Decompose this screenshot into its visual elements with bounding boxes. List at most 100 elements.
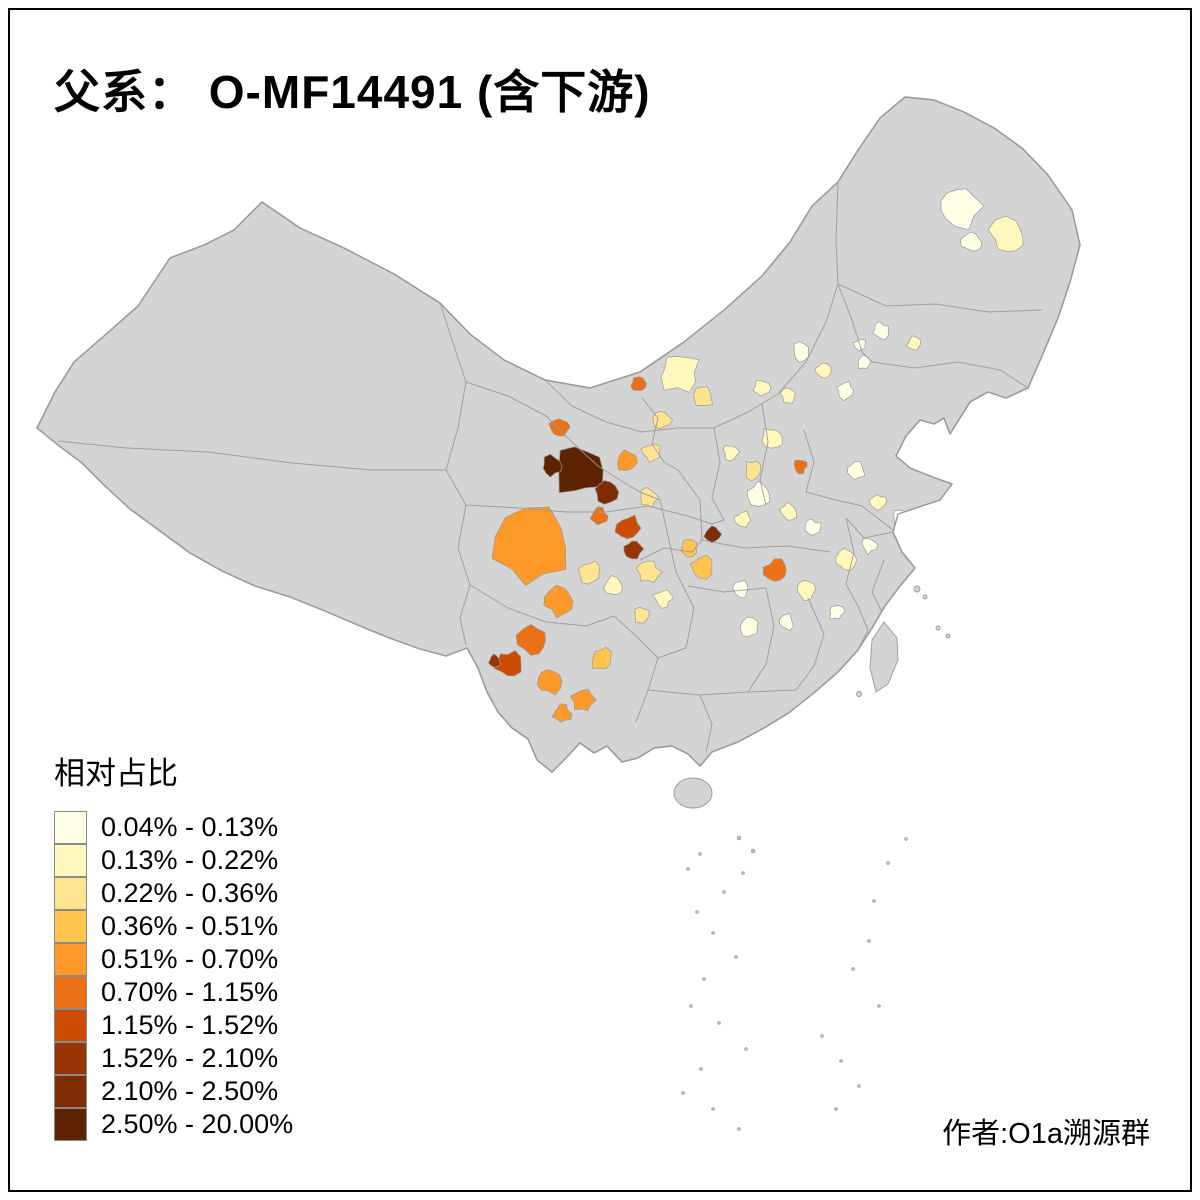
legend-label: 2.50% - 20.00% [101, 1109, 294, 1139]
map-region [589, 506, 609, 526]
map-region [703, 525, 723, 544]
legend-swatch [54, 1041, 87, 1075]
map-region [634, 607, 650, 624]
legend-row: 0.13% - 0.22% [54, 843, 293, 877]
map-region [905, 335, 921, 351]
islands [673, 585, 951, 809]
zhoushan-islet [913, 585, 921, 593]
map-region [861, 538, 879, 556]
penghu-islet [856, 691, 862, 697]
map-region [603, 575, 623, 596]
map-region [940, 188, 985, 231]
choropleth-regions [487, 188, 1024, 723]
legend-label: 0.13% - 0.22% [101, 845, 279, 875]
legend-label: 2.10% - 2.50% [101, 1076, 279, 1106]
map-region [733, 511, 752, 528]
legend-label: 0.70% - 1.15% [101, 977, 279, 1007]
map-region [536, 669, 563, 696]
east-sea-islet [935, 625, 941, 631]
legend-swatch [54, 876, 87, 910]
map-region [635, 560, 663, 584]
map-region [740, 616, 759, 638]
map-region [814, 362, 832, 379]
legend-swatch [54, 909, 87, 943]
map-region [660, 356, 700, 393]
map-region [680, 538, 698, 558]
legend-swatch [54, 843, 87, 877]
map-region [987, 215, 1024, 252]
legend-swatch [54, 1008, 87, 1042]
map-region [487, 653, 502, 668]
map-region [804, 518, 822, 536]
map-region [542, 453, 563, 478]
hainan-island [673, 777, 713, 809]
map-region [847, 460, 866, 481]
map-region [577, 560, 601, 585]
south-china-sea-islands [681, 835, 908, 1131]
map-region [793, 341, 809, 363]
map-region [543, 584, 574, 619]
map-region [871, 320, 889, 341]
map-region [515, 623, 546, 656]
map-region [793, 459, 808, 475]
legend-label: 0.22% - 0.36% [101, 878, 279, 908]
map-region [722, 444, 741, 462]
map-region [591, 646, 613, 670]
legend-row: 0.70% - 1.15% [54, 975, 293, 1009]
map-region [623, 540, 645, 560]
legend-row: 1.52% - 2.10% [54, 1041, 293, 1075]
map-region [779, 501, 798, 521]
map-region [569, 688, 597, 712]
map-region [780, 387, 796, 404]
legend-label: 1.15% - 1.52% [101, 1010, 279, 1040]
map-region [651, 589, 675, 609]
legend-row: 0.04% - 0.13% [54, 810, 293, 844]
legend-swatch [54, 1074, 87, 1108]
map-region [617, 449, 638, 471]
legend-rows: 0.04% - 0.13% 0.13% - 0.22% 0.22% - 0.36% 0… [54, 810, 294, 1141]
province-borders [57, 181, 1043, 753]
legend-row: 1.15% - 1.52% [54, 1008, 293, 1042]
legend-row: 2.50% - 20.00% [54, 1107, 294, 1141]
legend-row: 0.51% - 0.70% [54, 942, 293, 976]
map-region [960, 231, 983, 252]
map-region [752, 379, 772, 397]
legend-row: 0.22% - 0.36% [54, 876, 293, 910]
map-region [835, 547, 858, 571]
zhoushan-islet [922, 594, 928, 600]
east-sea-islet [945, 633, 951, 639]
map-region [829, 605, 846, 620]
legend-label: 0.04% - 0.13% [101, 812, 279, 842]
map-region [778, 613, 794, 631]
map-region [693, 386, 714, 407]
legend-swatch [54, 942, 87, 976]
map-region [594, 480, 620, 505]
legend-swatch [54, 1107, 87, 1141]
legend-title: 相对占比 [54, 756, 178, 791]
map-region [732, 579, 749, 599]
legend-swatch [54, 810, 87, 844]
map-region [630, 376, 647, 391]
legend-label: 1.52% - 2.10% [101, 1043, 279, 1073]
legend-swatch [54, 975, 87, 1009]
legend-label: 0.51% - 0.70% [101, 944, 279, 974]
map-region [762, 558, 787, 582]
map-region [836, 380, 854, 402]
legend-row: 2.10% - 2.50% [54, 1074, 293, 1108]
map-title: 父系： O-MF14491 (含下游) [54, 66, 651, 118]
map-region [551, 703, 573, 723]
map-region [689, 554, 713, 580]
taiwan-island [869, 621, 899, 693]
map-region [614, 514, 642, 540]
legend-label: 0.36% - 0.51% [101, 911, 279, 941]
map-region [652, 411, 674, 429]
legend-row: 0.36% - 0.51% [54, 909, 293, 943]
attribution-text: 作者:O1a溯源群 [942, 1118, 1150, 1150]
map-region [869, 494, 888, 511]
map-region [745, 460, 762, 482]
legend: 相对占比 0.04% - 0.13% 0.13% - 0.22% 0.22% - 0… [54, 748, 293, 1141]
map-region [640, 486, 660, 508]
china-outline [36, 96, 1081, 773]
map-region [797, 580, 816, 601]
